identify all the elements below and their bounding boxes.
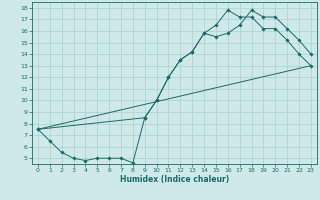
X-axis label: Humidex (Indice chaleur): Humidex (Indice chaleur) bbox=[120, 175, 229, 184]
